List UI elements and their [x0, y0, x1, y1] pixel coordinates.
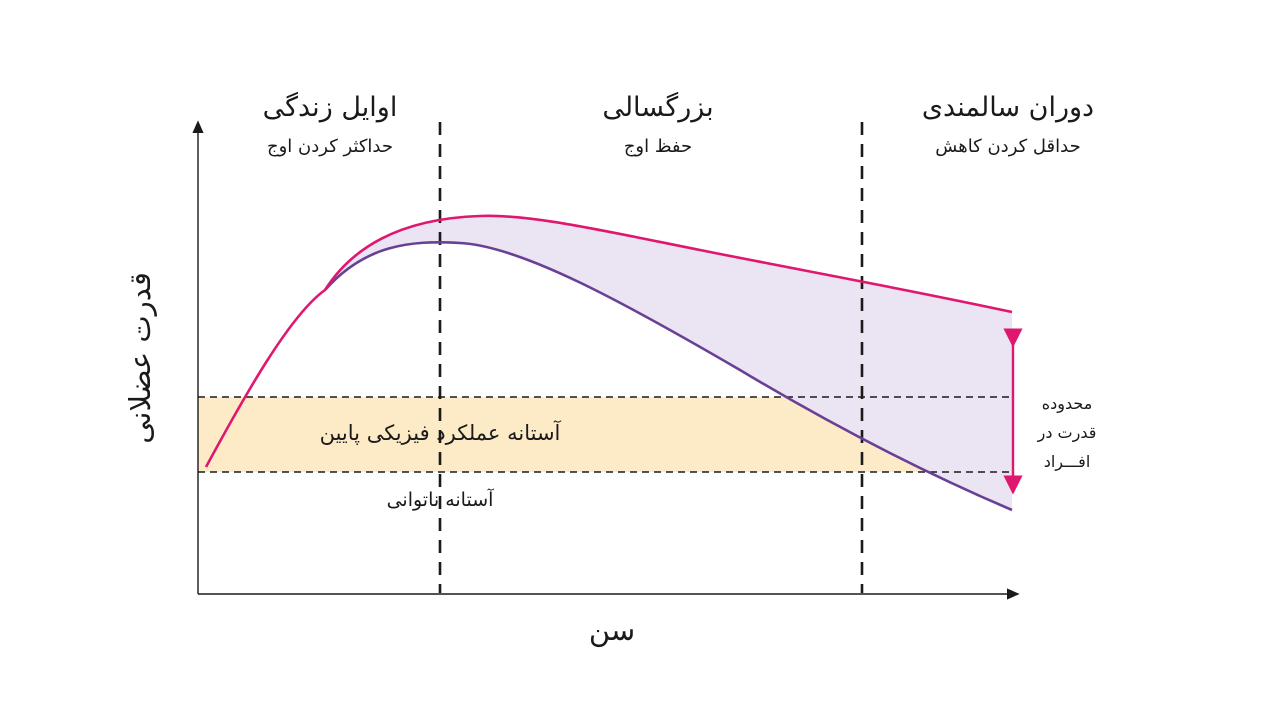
disability-threshold-label: آستانه ناتوانی — [387, 487, 495, 511]
stage-subtitle-adulthood: حفظ اوج — [624, 136, 692, 157]
x-axis-label: سن — [589, 613, 635, 647]
range-label-line-3: افـــراد — [1044, 452, 1091, 472]
upper-strength-curve — [204, 214, 1013, 468]
stage-subtitle-early-life: حداکثر کردن اوج — [267, 136, 393, 157]
stage-title-early-life: اوایل زندگی — [263, 91, 398, 123]
y-axis-label: قدرت عضلانی — [123, 272, 157, 444]
stage-title-adulthood: بزرگسالی — [602, 91, 713, 123]
strength-range-region — [325, 215, 1012, 510]
range-label-line-2: قدرت در — [1037, 423, 1097, 443]
low-performance-label: آستانه عملکرد فیزیکی پایین — [320, 420, 562, 445]
lower-strength-curve — [324, 241, 1013, 512]
stage-title-old-age: دوران سالمندی — [922, 92, 1094, 123]
stage-subtitle-old-age: حداقل کردن کاهش — [935, 136, 1081, 157]
range-label-line-1: محدوده — [1042, 394, 1093, 414]
